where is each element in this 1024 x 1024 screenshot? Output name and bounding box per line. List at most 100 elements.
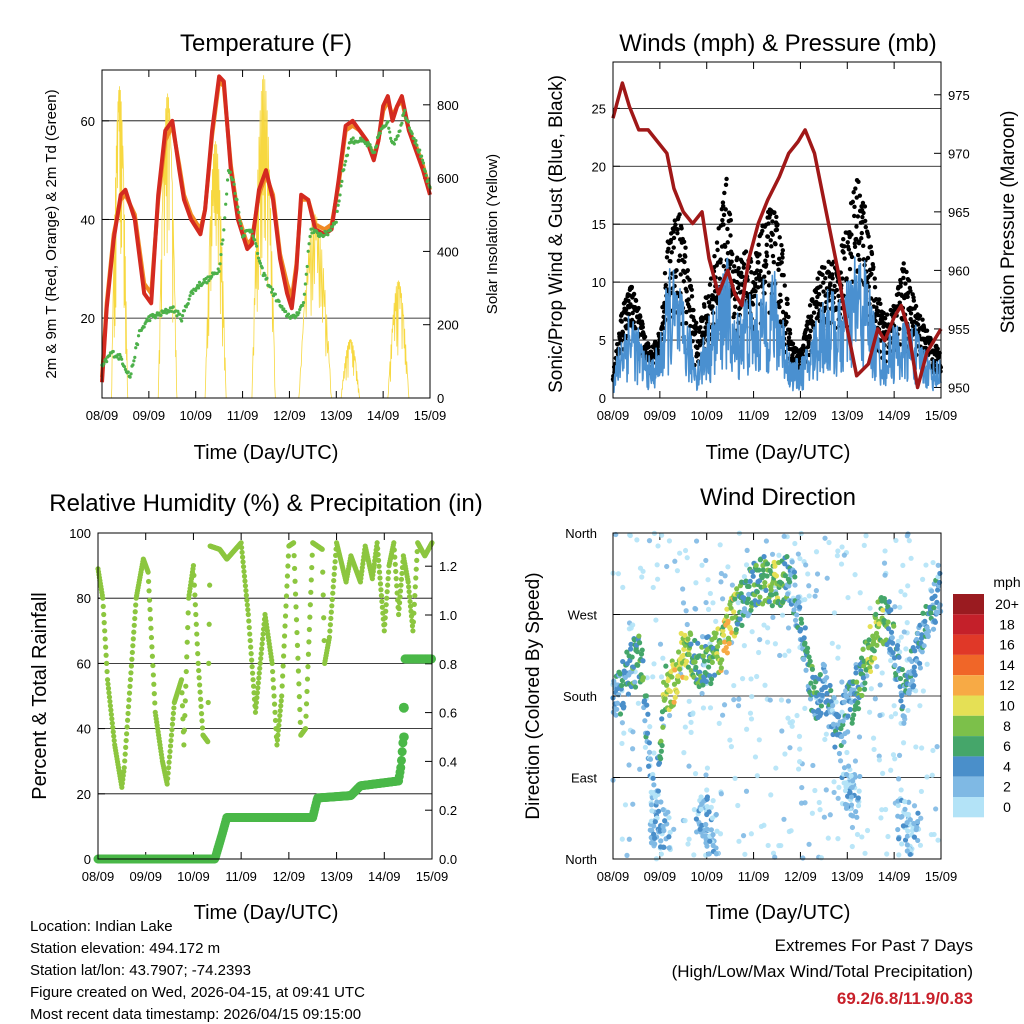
direction-point [831,610,838,616]
rh-point [283,603,289,609]
direction-point [917,703,923,709]
direction-point [882,572,888,578]
x-tick-label: 11/09 [738,408,770,423]
direction-point [619,836,625,842]
direction-point [704,826,710,832]
direction-point [867,664,873,670]
rh-point [274,737,281,743]
rh-point [394,583,400,589]
gust-point [687,277,692,283]
direction-point [832,744,838,750]
rh-point [306,626,312,633]
direction-point [877,682,883,688]
direction-point [847,789,853,796]
direction-point [813,588,819,594]
dewpoint-point [178,312,182,316]
direction-point [925,633,931,640]
dewpoint-point [300,303,305,308]
rh-point [129,656,135,662]
direction-point [876,757,882,763]
precip-point [396,755,406,765]
direction-point [904,842,910,848]
direction-point [839,544,845,550]
rh-point [195,651,201,657]
gust-point [677,212,682,217]
direction-point [628,625,634,631]
direction-point [681,750,687,756]
direction-point [683,675,689,681]
direction-point [860,675,867,681]
rh-point [101,620,107,626]
gust-point [721,203,726,209]
direction-point [777,652,783,659]
x-tick-label: 12/09 [784,869,817,884]
direction-point [658,738,664,744]
rh-point [197,689,203,695]
direction-point [750,573,756,579]
direction-point [827,812,833,818]
direction-point [814,571,821,577]
rh-point [250,677,256,683]
direction-point [847,706,853,713]
y-tick-label: 40 [81,212,95,227]
direction-point [621,704,627,710]
direction-point [807,658,813,664]
direction-point [817,807,823,813]
gust-point [834,287,839,293]
rh-point [169,721,176,727]
x-tick-label: 13/09 [831,408,864,423]
direction-point [788,572,794,578]
rh-point [199,725,206,731]
gust-point [785,296,790,302]
rh-point [197,682,203,688]
gust-point [712,253,717,259]
direction-point [699,822,705,828]
direction-point [776,552,782,558]
dewpoint-point [225,192,229,196]
direction-point [841,780,847,786]
direction-point [762,682,768,688]
gust-point [721,264,726,269]
direction-point [902,592,908,598]
direction-point [703,821,709,828]
direction-point [680,586,686,592]
direction-point [802,705,808,712]
gust-point [872,285,878,290]
gust-point [630,310,635,316]
direction-point [835,548,841,554]
direction-point [816,676,822,682]
direction-point [733,627,739,633]
y-right-tick-label: 0.8 [439,657,457,672]
legend-swatch [953,797,984,818]
rh-point [151,691,157,697]
rh-point [410,628,416,634]
rh-point [166,754,173,760]
rh-point [307,602,313,608]
solar-insolation-line [110,86,129,399]
gust-point [679,226,684,231]
direction-point [714,828,720,834]
direction-point [836,784,842,791]
rh-point [258,655,264,662]
direction-point [635,662,641,668]
gust-point [662,270,668,276]
direction-point [660,807,666,813]
direction-point [674,568,681,574]
direction-point [806,841,812,847]
direction-point [666,538,673,544]
gust-point [832,283,837,289]
direction-point [779,728,785,734]
direction-point [796,599,802,605]
rh-point [329,596,335,603]
y-tick-label: 80 [77,591,91,606]
direction-point [760,567,766,573]
direction-point [726,640,732,647]
direction-point [630,729,636,735]
gust-point [631,291,637,297]
direction-point [920,688,926,694]
direction-point [805,571,811,577]
dewpoint-point [284,309,288,314]
dewpoint-point [102,362,106,366]
direction-point [672,694,678,701]
dewpoint-point [197,280,202,284]
